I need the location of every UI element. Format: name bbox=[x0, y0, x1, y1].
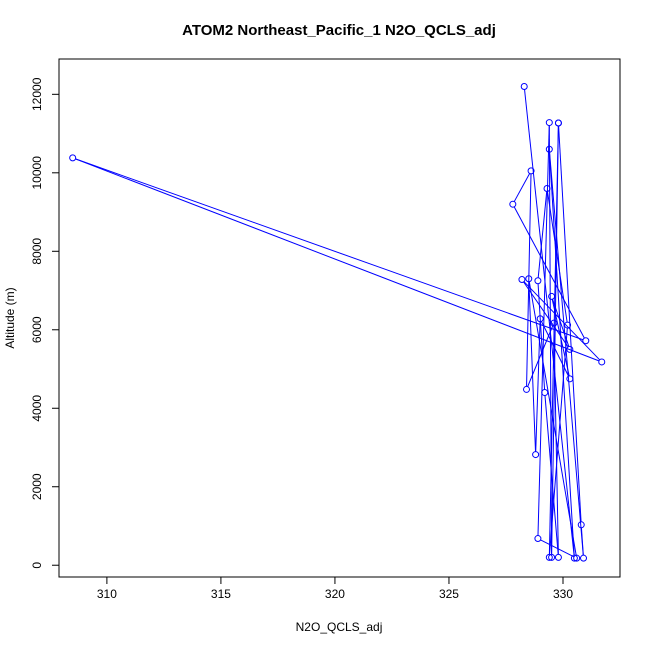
series-segment bbox=[537, 125, 550, 536]
data-point bbox=[580, 554, 588, 562]
data-point bbox=[577, 521, 585, 529]
plot-frame bbox=[58, 58, 621, 578]
y-tick-label: 6000 bbox=[30, 316, 44, 343]
data-point bbox=[536, 315, 544, 323]
series-segment bbox=[548, 125, 553, 555]
data-point bbox=[534, 277, 542, 285]
data-point bbox=[523, 385, 530, 393]
x-tick-label: 325 bbox=[439, 587, 459, 601]
series-segment bbox=[526, 173, 532, 387]
y-axis: 0 2000 4000 6000 8000 10000 12000 bbox=[30, 77, 59, 569]
series-segment bbox=[549, 152, 584, 556]
data-point bbox=[550, 319, 558, 327]
y-tick-label: 0 bbox=[30, 562, 44, 569]
data-point bbox=[518, 276, 526, 284]
y-tick-label: 12000 bbox=[30, 77, 44, 111]
series-segment bbox=[548, 152, 575, 556]
series-segment bbox=[537, 283, 546, 390]
series-segment bbox=[524, 89, 575, 556]
series-segment bbox=[540, 539, 575, 558]
series-segment bbox=[558, 125, 582, 522]
data-point bbox=[598, 358, 606, 366]
series-segment bbox=[580, 527, 584, 556]
data-point bbox=[527, 167, 535, 175]
x-tick-label: 310 bbox=[97, 587, 117, 601]
data-point bbox=[548, 292, 556, 300]
x-tick-label: 330 bbox=[553, 587, 573, 601]
data-point bbox=[570, 554, 578, 562]
y-tick-label: 2000 bbox=[30, 473, 44, 500]
data-point bbox=[532, 451, 540, 459]
y-axis-label: Altitude (m) bbox=[3, 287, 17, 348]
y-tick-label: 10000 bbox=[30, 156, 44, 190]
data-point bbox=[541, 389, 549, 397]
series-segment bbox=[513, 173, 531, 202]
data-point bbox=[566, 345, 574, 353]
series-segment bbox=[75, 158, 600, 362]
data-point bbox=[554, 119, 562, 127]
data-point bbox=[69, 154, 77, 162]
series-segment bbox=[528, 281, 537, 452]
chart-title: ATOM2 Northeast_Pacific_1 N2O_QCLS_adj bbox=[182, 22, 496, 39]
data-point bbox=[554, 553, 562, 561]
data-point bbox=[548, 553, 556, 561]
x-tick-label: 320 bbox=[325, 587, 345, 601]
data-point bbox=[564, 321, 572, 329]
y-tick-label: 4000 bbox=[30, 395, 44, 422]
series-segment bbox=[537, 191, 548, 278]
data-point bbox=[582, 337, 590, 345]
series-segment bbox=[75, 158, 584, 341]
data-point bbox=[509, 200, 517, 208]
x-axis: 310 315 320 325 330 bbox=[97, 577, 573, 601]
data-point bbox=[573, 554, 581, 562]
series-segment bbox=[551, 125, 559, 555]
series-segment bbox=[523, 281, 601, 361]
series-segment bbox=[513, 206, 585, 339]
data-point bbox=[520, 82, 528, 90]
y-tick-label: 8000 bbox=[30, 238, 44, 265]
data-point bbox=[545, 553, 553, 561]
x-tick-label: 315 bbox=[211, 587, 231, 601]
data-point bbox=[525, 275, 533, 283]
data-point bbox=[534, 535, 542, 543]
series-segment bbox=[528, 281, 577, 556]
x-axis-label: N2O_QCLS_adj bbox=[296, 620, 383, 634]
data-point bbox=[543, 185, 551, 192]
series-layer bbox=[69, 82, 606, 562]
data-point bbox=[566, 375, 574, 383]
data-point bbox=[545, 119, 553, 127]
data-point bbox=[545, 145, 553, 153]
